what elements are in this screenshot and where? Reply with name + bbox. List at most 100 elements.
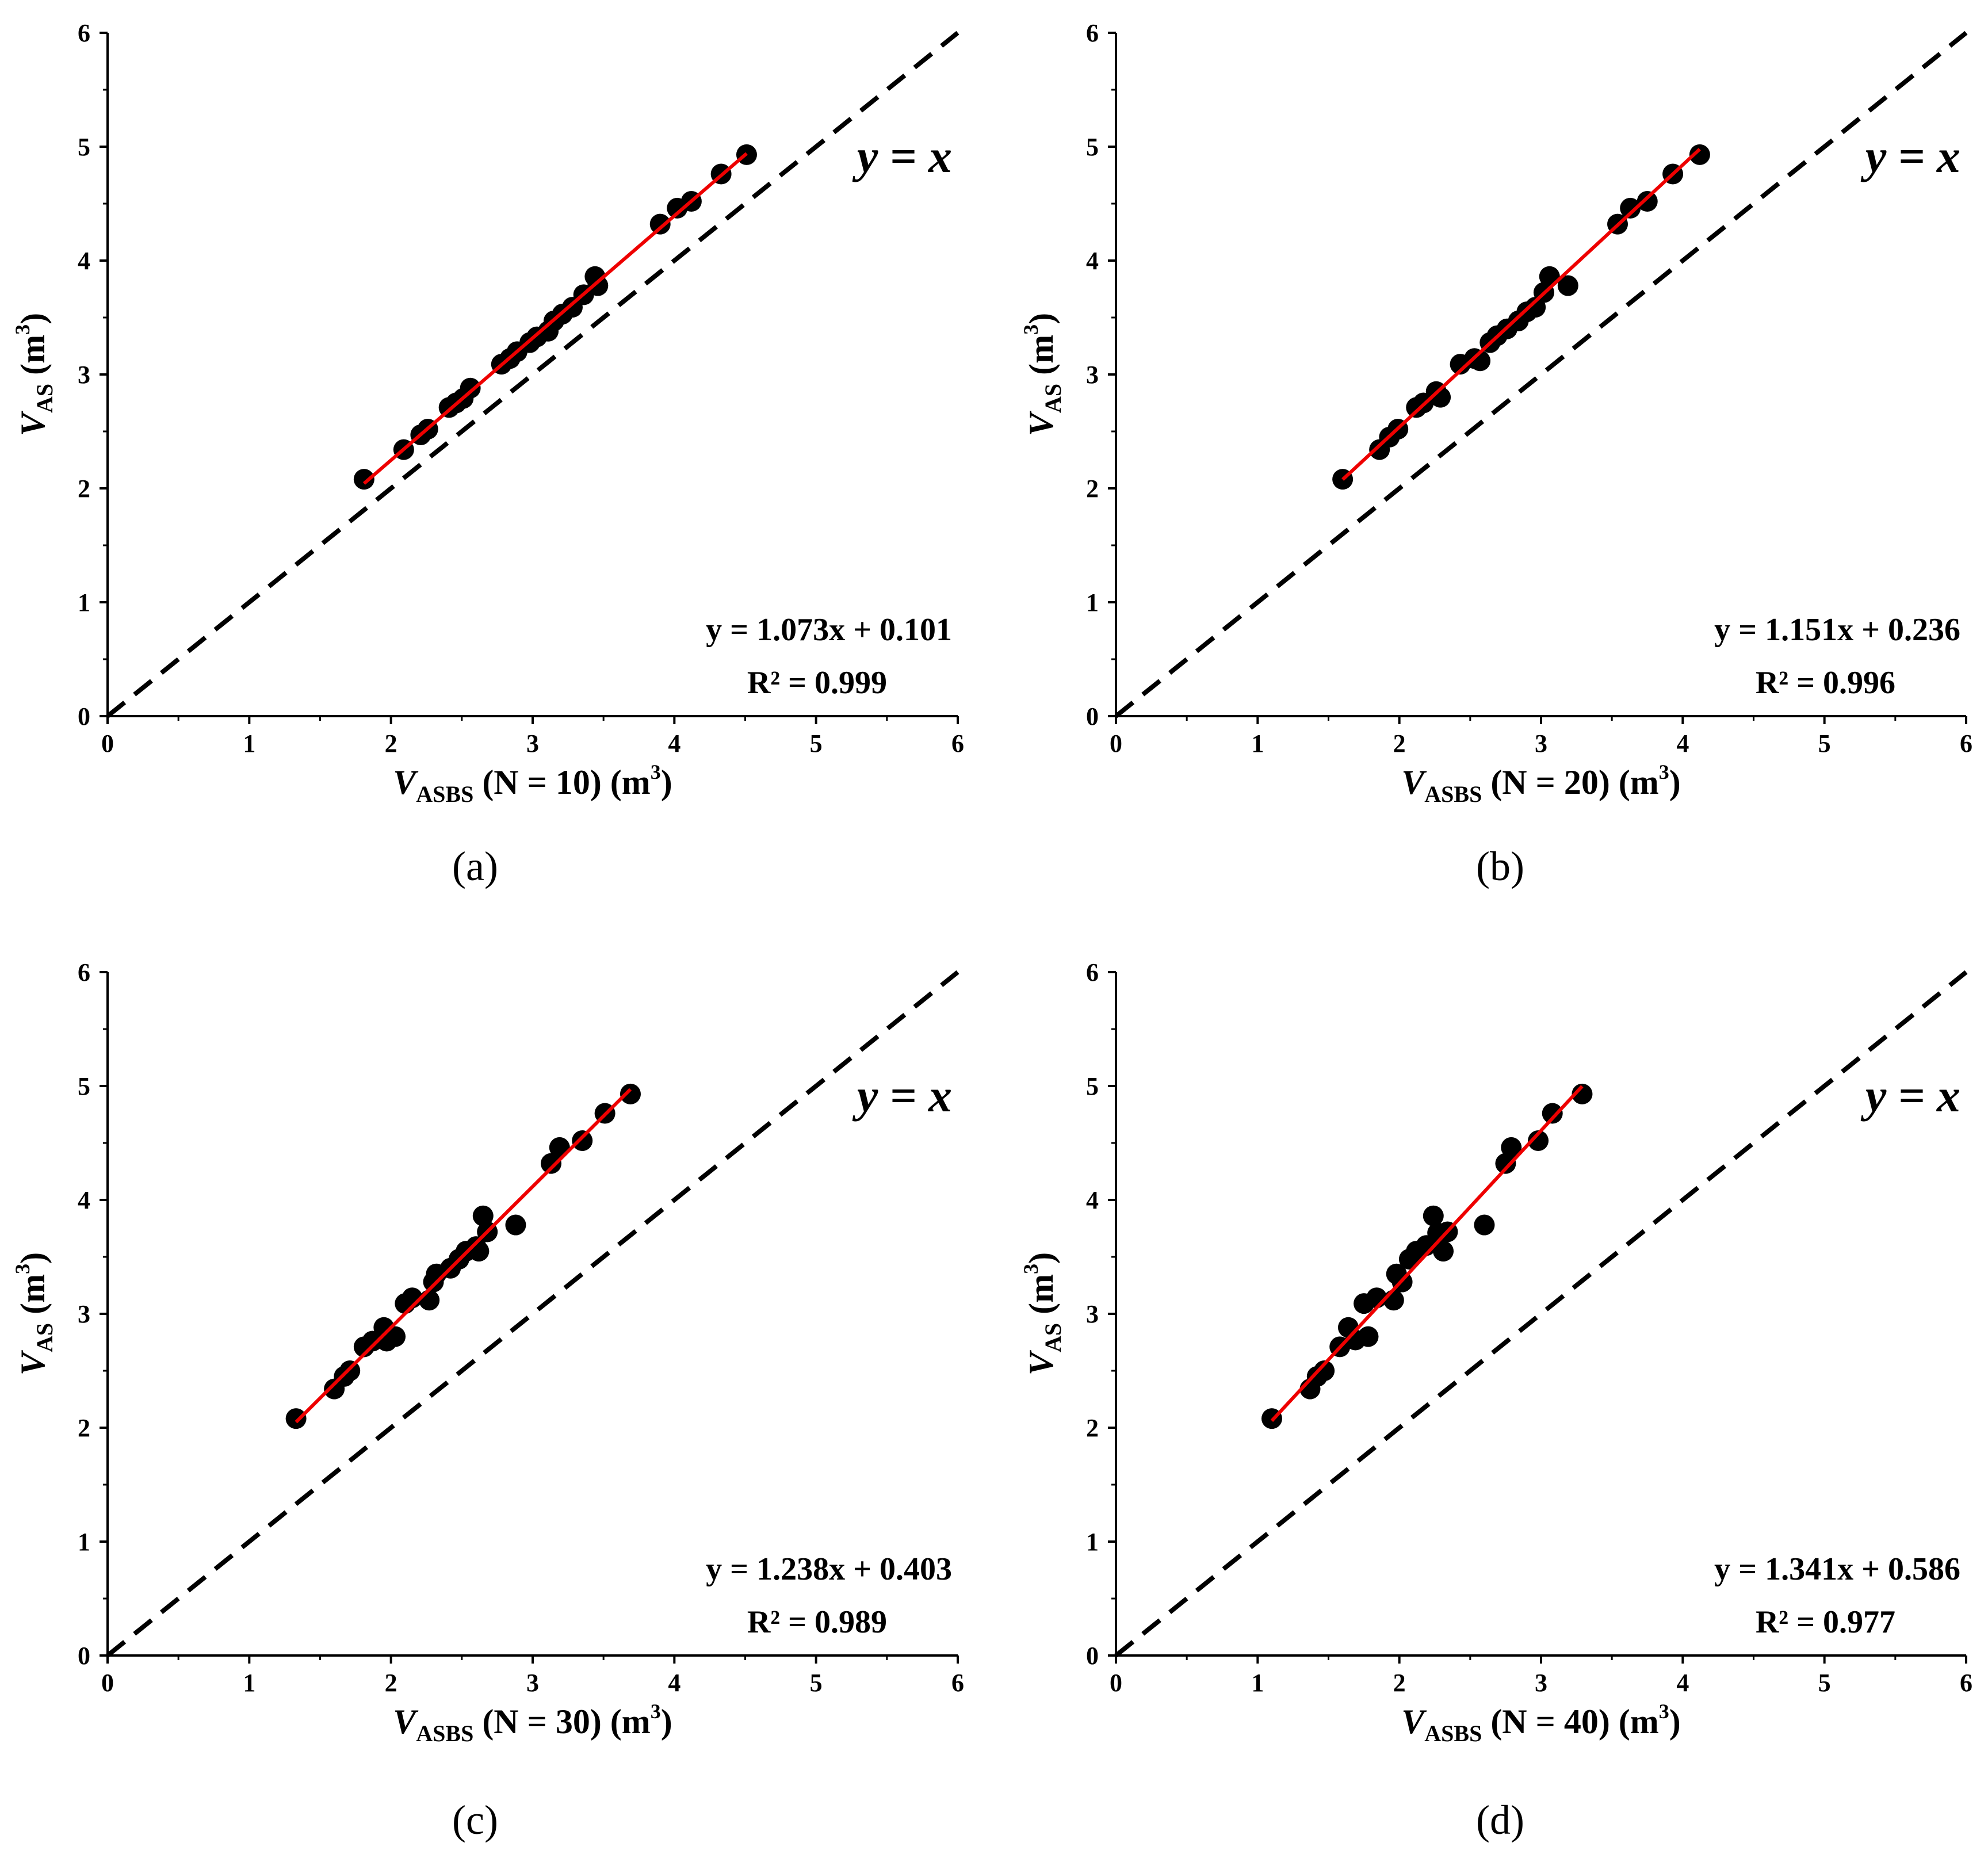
data-point: [1433, 1241, 1454, 1262]
fit-equation: y = 1.151x + 0.236: [1714, 612, 1960, 648]
panel-label: (d): [1476, 1797, 1524, 1843]
data-point: [649, 213, 671, 235]
y-axis-label: VAS (m3): [11, 1252, 58, 1375]
x-tick-label: 2: [385, 1669, 397, 1697]
x-tick-label: 2: [1393, 1669, 1406, 1697]
y-axis-label-unit: (m: [14, 1274, 52, 1323]
data-point: [1495, 1153, 1516, 1174]
y-tick-label: 5: [1086, 133, 1099, 161]
reference-line-y-equals-x: [106, 30, 959, 718]
y-tick-label: 5: [78, 133, 90, 161]
data-point: [1474, 1214, 1495, 1236]
x-tick-label: 3: [1535, 1669, 1547, 1697]
fit-equation: y = 1.341x + 0.586: [1714, 1551, 1960, 1587]
y-axis-label-close: ): [1022, 313, 1060, 324]
y-tick-label: 2: [1086, 475, 1099, 503]
r-squared: R² = 0.989: [747, 1604, 887, 1640]
y-tick-label: 3: [1086, 1300, 1099, 1328]
reference-line-y-equals-x: [106, 970, 959, 1658]
x-axis-label-var: V: [1401, 763, 1427, 801]
x-tick-label: 4: [668, 729, 680, 758]
y-tick-label: 1: [78, 1528, 90, 1556]
x-axis-label-subscript: ASBS: [1424, 781, 1482, 807]
data-point: [385, 1326, 406, 1347]
data-point: [1314, 1360, 1335, 1381]
y-tick-label: 1: [78, 588, 90, 617]
data-point: [541, 1153, 562, 1174]
x-axis-label-close: ): [1669, 1703, 1681, 1741]
x-axis-label: VASBS (N = 10) (m3): [393, 760, 672, 807]
y-axis-label-var: V: [1022, 1349, 1060, 1375]
x-tick-label: 1: [243, 1669, 255, 1697]
y-axis-label-subscript: AS: [1040, 1323, 1066, 1352]
y-tick-label: 5: [1086, 1072, 1099, 1100]
x-tick-label: 6: [1960, 1669, 1972, 1697]
x-axis-label-unit: (N = 30) (m: [473, 1703, 650, 1741]
data-point: [362, 1330, 383, 1352]
y-tick-label: 4: [78, 1186, 90, 1214]
x-tick-label: 4: [1676, 1669, 1689, 1697]
x-axis-label-superscript: 3: [651, 1700, 661, 1723]
x-tick-label: 1: [1251, 729, 1264, 758]
r-squared: R² = 0.977: [1756, 1604, 1895, 1640]
y-equals-x-label: y = x: [852, 130, 952, 182]
y-tick-label: 0: [1086, 1642, 1099, 1670]
y-tick-label: 6: [78, 19, 90, 47]
x-tick-label: 3: [526, 1669, 539, 1697]
x-tick-label: 3: [1535, 729, 1547, 758]
data-point: [505, 1214, 526, 1236]
y-tick-label: 3: [1086, 361, 1099, 389]
y-axis-label-superscript: 3: [11, 1264, 34, 1274]
data-point: [1572, 1083, 1593, 1104]
y-tick-label: 2: [1086, 1414, 1099, 1442]
y-axis-label-var: V: [1022, 410, 1060, 436]
data-point: [1423, 1205, 1444, 1226]
x-axis-label-close: ): [1669, 763, 1681, 801]
panel-label: (b): [1476, 843, 1524, 889]
y-axis-label-var: V: [14, 1349, 52, 1375]
x-tick-label: 2: [385, 729, 397, 758]
y-tick-label: 6: [78, 958, 90, 987]
reference-line-y-equals-x: [1114, 970, 1968, 1658]
y-axis-label: VAS (m3): [1019, 313, 1066, 436]
y-tick-label: 1: [1086, 588, 1099, 617]
y-tick-label: 1: [1086, 1528, 1099, 1556]
y-tick-label: 2: [78, 1414, 90, 1442]
y-tick-label: 3: [78, 1300, 90, 1328]
x-axis-label-unit: (N = 20) (m: [1482, 763, 1658, 801]
fit-line: [1341, 148, 1701, 481]
x-tick-label: 0: [1110, 729, 1122, 758]
y-tick-label: 5: [78, 1072, 90, 1100]
data-point: [1620, 197, 1641, 219]
x-axis-label-subscript: ASBS: [1424, 1720, 1482, 1746]
data-point: [1358, 1326, 1379, 1347]
fit-equation: y = 1.073x + 0.101: [706, 612, 952, 648]
x-axis-label-var: V: [393, 1703, 419, 1741]
y-axis-label-close: ): [1022, 1252, 1060, 1264]
y-tick-label: 4: [1086, 247, 1099, 275]
x-axis-label-superscript: 3: [651, 760, 661, 783]
y-axis-label-superscript: 3: [1019, 324, 1042, 335]
data-point: [1637, 191, 1658, 212]
x-tick-label: 0: [101, 729, 114, 758]
y-axis-label-superscript: 3: [1019, 1264, 1042, 1274]
x-tick-label: 4: [668, 1669, 680, 1697]
y-equals-x-label: y = x: [1860, 1069, 1960, 1122]
x-tick-label: 6: [1960, 729, 1972, 758]
x-tick-label: 4: [1676, 729, 1689, 758]
x-tick-label: 0: [1110, 1669, 1122, 1697]
data-point: [1557, 275, 1578, 296]
x-axis-label-superscript: 3: [1659, 760, 1669, 783]
y-tick-label: 3: [78, 361, 90, 389]
x-tick-label: 5: [1818, 1669, 1831, 1697]
x-axis-label-unit: (N = 40) (m: [1482, 1703, 1658, 1741]
y-equals-x-label: y = x: [1860, 130, 1960, 182]
x-tick-label: 1: [1251, 1669, 1264, 1697]
x-tick-label: 6: [951, 729, 964, 758]
x-axis-label-subscript: ASBS: [416, 1720, 473, 1746]
x-axis-label-superscript: 3: [1659, 1700, 1669, 1723]
